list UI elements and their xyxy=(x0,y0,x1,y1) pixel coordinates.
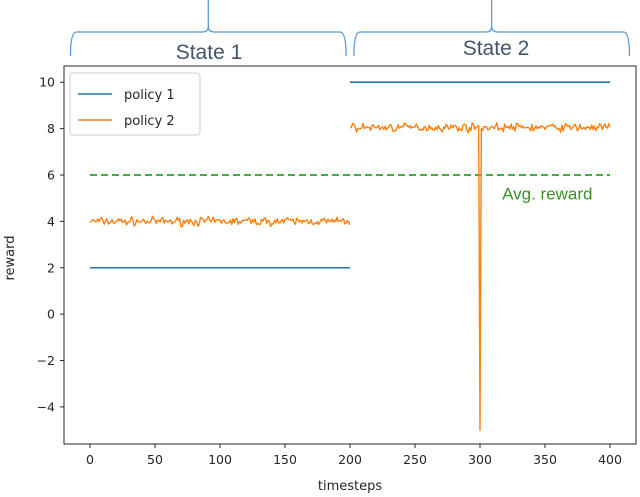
y-tick-label: −4 xyxy=(37,399,55,414)
policy-2-line-segment-1 xyxy=(89,215,351,228)
x-tick-label: 50 xyxy=(147,452,163,467)
x-tick-label: 250 xyxy=(403,452,427,467)
x-tick-label: 200 xyxy=(338,452,362,467)
state-brackets xyxy=(69,0,631,57)
y-ticks: −4 −2 0 2 4 6 8 10 xyxy=(37,75,64,414)
series-layer xyxy=(89,81,611,431)
y-tick-label: 8 xyxy=(47,121,55,136)
state-1-bracket xyxy=(69,0,347,57)
y-tick-label: 10 xyxy=(39,75,55,90)
x-axis-title: timesteps xyxy=(318,479,382,494)
x-ticks: 0 50 100 150 200 250 300 350 400 xyxy=(86,444,622,467)
y-tick-label: 6 xyxy=(47,167,55,182)
x-tick-label: 350 xyxy=(533,452,557,467)
x-tick-label: 100 xyxy=(208,452,232,467)
y-tick-label: 0 xyxy=(47,307,55,322)
y-tick-label: 2 xyxy=(47,260,55,275)
x-tick-label: 150 xyxy=(273,452,297,467)
x-tick-label: 300 xyxy=(468,452,492,467)
legend-label-policy-1: policy 1 xyxy=(124,88,175,103)
policy-2-line-segment-2 xyxy=(349,121,611,431)
y-tick-label: −2 xyxy=(37,353,55,368)
y-axis-title: reward xyxy=(3,235,18,280)
x-tick-label: 0 xyxy=(86,452,94,467)
state-2-bracket xyxy=(353,0,631,57)
state-2-label: State 2 xyxy=(463,37,530,60)
avg-reward-annotation: Avg. reward xyxy=(502,185,592,204)
x-tick-label: 400 xyxy=(598,452,622,467)
y-tick-label: 4 xyxy=(47,214,55,229)
legend: policy 1 policy 2 xyxy=(69,72,201,136)
legend-label-policy-2: policy 2 xyxy=(124,114,175,129)
state-1-label: State 1 xyxy=(176,41,243,64)
